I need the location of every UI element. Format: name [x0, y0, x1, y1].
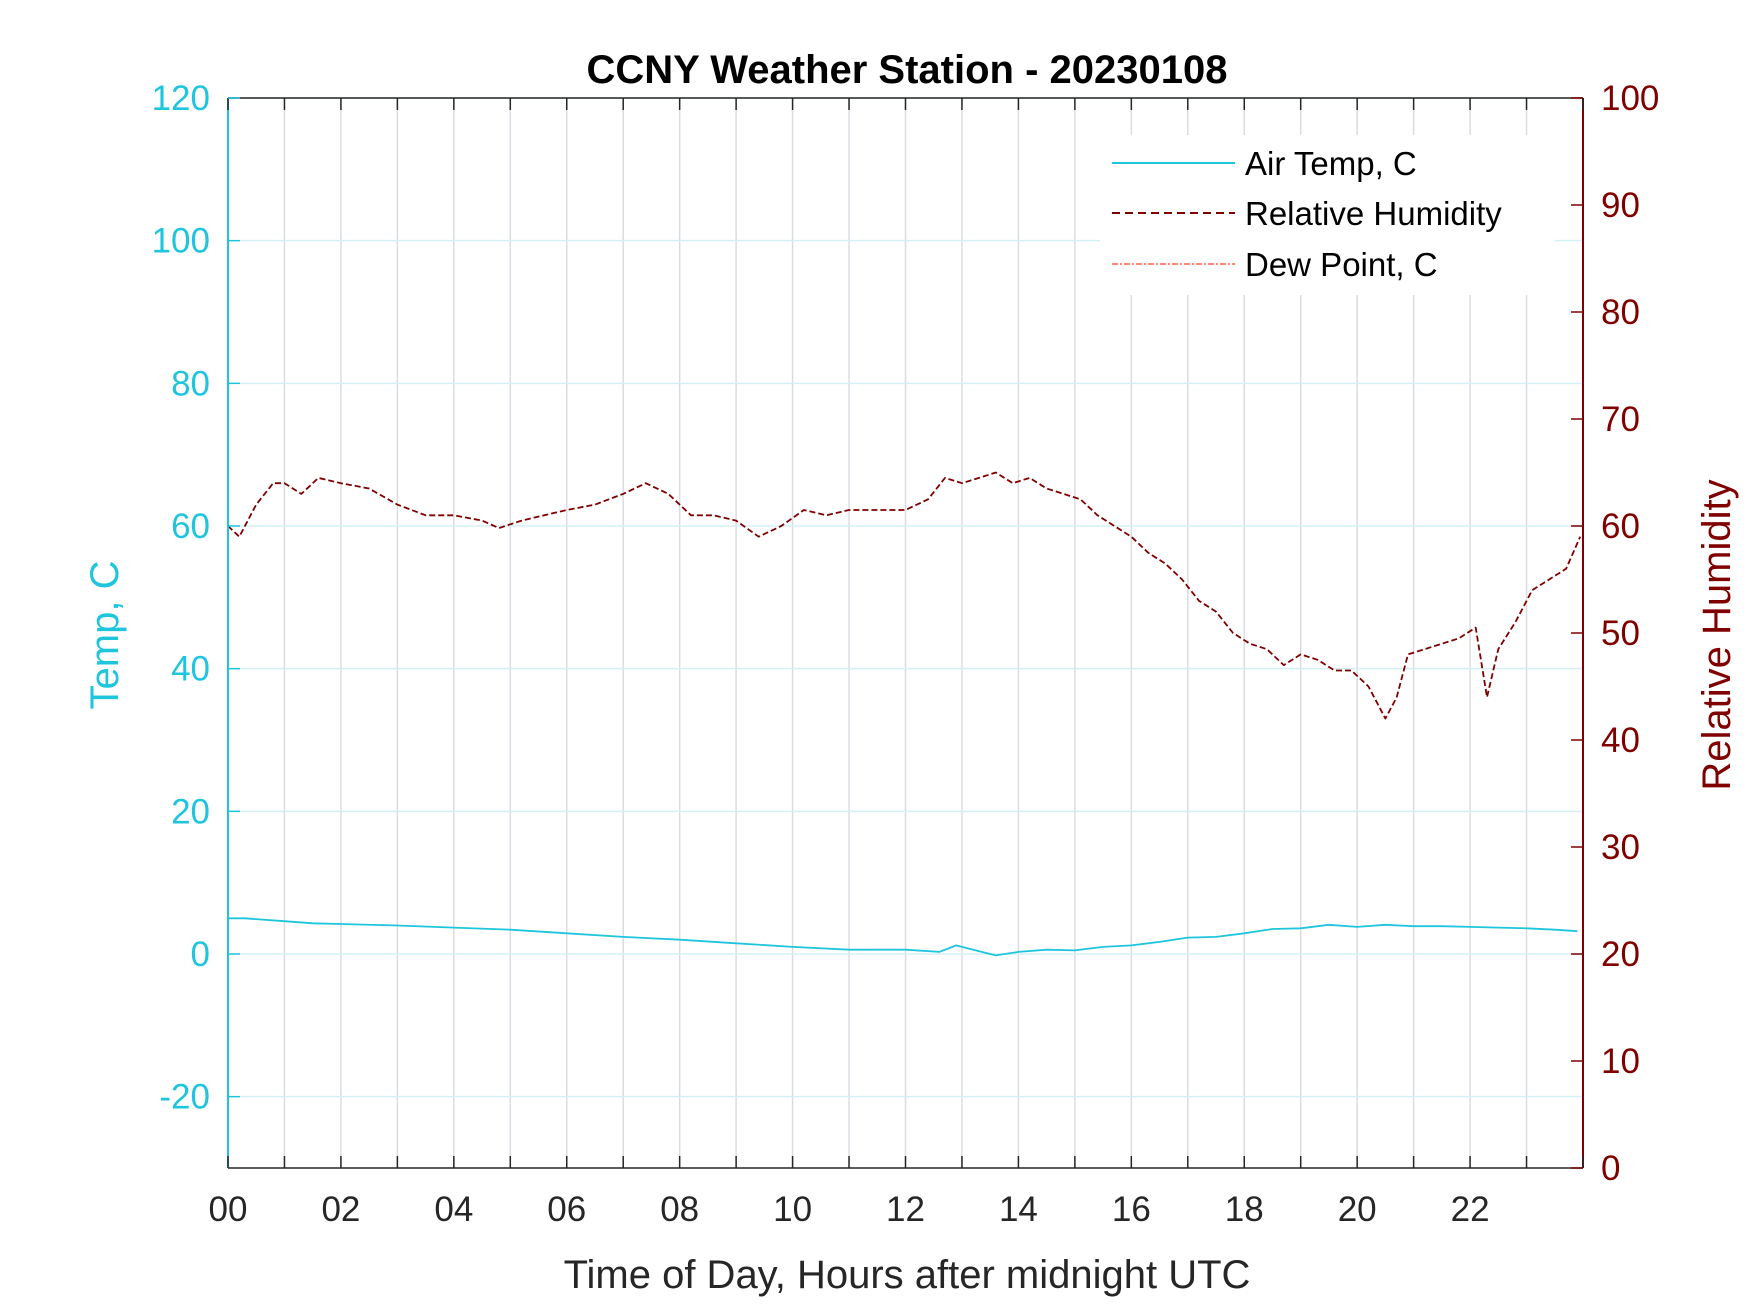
y-right-tick-label: 90: [1601, 186, 1640, 225]
series-line-1: [227, 471, 1582, 720]
series-lines: [227, 471, 1582, 957]
y-right-tick-label: 40: [1601, 721, 1640, 760]
y-right-tick-label: 50: [1601, 614, 1640, 653]
chart-title: CCNY Weather Station - 20230108: [587, 48, 1228, 92]
x-tick-label: 22: [1451, 1190, 1490, 1229]
y-right-tick-label: 0: [1601, 1149, 1620, 1188]
legend-box: [1100, 135, 1555, 295]
y-left-tick-label: 40: [171, 650, 210, 689]
legend-label-dew-point: Dew Point, C: [1245, 246, 1438, 283]
x-tick-label: 14: [999, 1190, 1038, 1229]
y-left-tick-label: 0: [191, 935, 210, 974]
y-right-tick-label: 80: [1601, 293, 1640, 332]
axes: [227, 97, 1584, 1169]
x-axis-label: Time of Day, Hours after midnight UTC: [564, 1253, 1251, 1297]
y-left-tick-label: -20: [159, 1078, 210, 1117]
x-tick-label: 16: [1112, 1190, 1151, 1229]
y-left-tick-label: 80: [171, 364, 210, 403]
x-tick-label: 10: [773, 1190, 812, 1229]
y-right-tick-label: 60: [1601, 507, 1640, 546]
y-right-tick-label: 70: [1601, 400, 1640, 439]
y-right-tick-label: 100: [1601, 79, 1659, 118]
x-tick-label: 08: [660, 1190, 699, 1229]
legend-label-air-temp: Air Temp, C: [1245, 145, 1417, 182]
legend: Air Temp, C Relative Humidity Dew Point,…: [1100, 135, 1555, 295]
y-left-tick-label: 100: [152, 222, 210, 261]
series-line-0: [228, 917, 1578, 957]
y-left-tick-label: 120: [152, 79, 210, 118]
y-right-tick-label: 30: [1601, 828, 1640, 867]
y-left-tick-label: 20: [171, 792, 210, 831]
x-tick-label: 18: [1225, 1190, 1264, 1229]
x-tick-label: 02: [321, 1190, 360, 1229]
legend-label-relative-humidity: Relative Humidity: [1245, 195, 1502, 232]
grid-lines: [228, 97, 1583, 1168]
y-axis-label-left: Temp, C: [83, 561, 127, 710]
x-tick-label: 12: [886, 1190, 925, 1229]
tick-labels: 00 02 04 06 08 10 12 14 16 18 20 22-200204060801001…: [152, 79, 1660, 1229]
y-right-tick-label: 10: [1601, 1042, 1640, 1081]
x-tick-label: 00: [209, 1190, 248, 1229]
y-left-tick-label: 60: [171, 507, 210, 546]
y-right-tick-label: 20: [1601, 935, 1640, 974]
x-tick-label: 06: [547, 1190, 586, 1229]
y-axis-label-right: Relative Humidity: [1695, 479, 1739, 790]
x-tick-label: 04: [434, 1190, 473, 1229]
x-tick-label: 20: [1338, 1190, 1377, 1229]
